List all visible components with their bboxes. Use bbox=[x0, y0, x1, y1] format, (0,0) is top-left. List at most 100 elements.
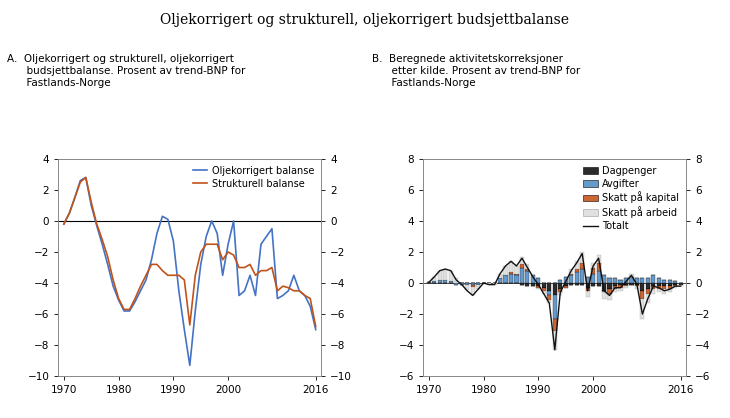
Bar bbox=[515, 275, 518, 283]
Bar bbox=[624, 283, 628, 285]
Strukturell balanse bbox=[120, 307, 128, 312]
Strukturell balanse bbox=[229, 252, 238, 257]
Bar bbox=[443, 269, 447, 280]
Bar bbox=[635, 278, 639, 283]
Strukturell balanse bbox=[137, 284, 145, 289]
Oljekorrigert balanse bbox=[131, 299, 139, 304]
Bar bbox=[618, 285, 623, 288]
Oljekorrigert balanse bbox=[229, 219, 238, 224]
Oljekorrigert balanse bbox=[224, 242, 233, 247]
Bar bbox=[613, 278, 617, 283]
Bar bbox=[531, 274, 535, 275]
Bar bbox=[432, 281, 437, 283]
Bar bbox=[548, 296, 551, 300]
Bar bbox=[498, 278, 502, 283]
Bar bbox=[476, 283, 480, 285]
Bar bbox=[613, 283, 617, 286]
Bar bbox=[520, 268, 524, 283]
Bar bbox=[668, 283, 672, 286]
Bar bbox=[657, 278, 661, 283]
Bar bbox=[564, 277, 568, 283]
Bar bbox=[607, 294, 612, 300]
Bar bbox=[646, 283, 650, 289]
Bar bbox=[487, 283, 491, 285]
Bar bbox=[613, 286, 617, 289]
Bar bbox=[569, 283, 573, 285]
Bar bbox=[662, 280, 666, 283]
Bar bbox=[515, 274, 518, 275]
Oljekorrigert balanse bbox=[295, 288, 304, 293]
Bar bbox=[651, 286, 656, 289]
Bar bbox=[548, 291, 551, 296]
Bar bbox=[564, 286, 568, 288]
Strukturell balanse bbox=[312, 324, 320, 329]
Bar bbox=[596, 283, 601, 286]
Bar bbox=[629, 277, 634, 283]
Strukturell balanse bbox=[262, 268, 271, 273]
Oljekorrigert balanse bbox=[98, 242, 107, 247]
Bar bbox=[580, 283, 584, 285]
Bar bbox=[542, 288, 546, 291]
Bar bbox=[553, 296, 557, 319]
Strukturell balanse bbox=[301, 293, 310, 298]
Bar bbox=[575, 269, 579, 272]
Strukturell balanse bbox=[98, 237, 107, 242]
Strukturell balanse bbox=[235, 265, 244, 270]
Strukturell balanse bbox=[180, 278, 189, 283]
Oljekorrigert balanse bbox=[60, 222, 69, 227]
Bar bbox=[602, 283, 606, 291]
Bar bbox=[596, 263, 601, 270]
Strukturell balanse bbox=[284, 285, 293, 290]
Bar bbox=[520, 257, 524, 265]
Strukturell balanse bbox=[191, 273, 200, 278]
Oljekorrigert balanse bbox=[262, 234, 271, 239]
Bar bbox=[569, 274, 573, 275]
Text: B.  Beregnede aktivitetskorreksjoner
      etter kilde. Prosent av trend-BNP for: B. Beregnede aktivitetskorreksjoner ette… bbox=[372, 54, 580, 87]
Bar bbox=[558, 289, 562, 292]
Bar bbox=[629, 274, 634, 277]
Bar bbox=[618, 288, 623, 291]
Bar bbox=[531, 283, 535, 286]
Bar bbox=[585, 291, 590, 297]
Text: Oljekorrigert og strukturell, oljekorrigert budsjettbalanse: Oljekorrigert og strukturell, oljekorrig… bbox=[161, 13, 569, 26]
Oljekorrigert balanse bbox=[164, 217, 172, 222]
Strukturell balanse bbox=[60, 222, 69, 227]
Bar bbox=[526, 283, 529, 286]
Strukturell balanse bbox=[251, 273, 260, 278]
Line: Strukturell balanse: Strukturell balanse bbox=[64, 178, 316, 326]
Strukturell balanse bbox=[207, 242, 216, 247]
Bar bbox=[607, 278, 612, 283]
Bar bbox=[504, 266, 507, 275]
Bar bbox=[520, 265, 524, 268]
Strukturell balanse bbox=[196, 250, 205, 255]
Oljekorrigert balanse bbox=[185, 363, 194, 368]
Strukturell balanse bbox=[174, 273, 183, 278]
Bar bbox=[427, 282, 431, 283]
Bar bbox=[460, 283, 464, 285]
Bar bbox=[607, 283, 612, 289]
Bar bbox=[569, 275, 573, 283]
Strukturell balanse bbox=[268, 265, 277, 270]
Bar bbox=[657, 283, 661, 286]
Bar bbox=[504, 275, 507, 283]
Bar bbox=[542, 291, 546, 294]
Bar bbox=[640, 283, 645, 291]
Bar bbox=[449, 281, 453, 283]
Oljekorrigert balanse bbox=[301, 293, 310, 298]
Bar bbox=[575, 261, 579, 269]
Oljekorrigert balanse bbox=[207, 219, 216, 224]
Legend: Dagpenger, Avgifter, Skatt på kapital, Skatt på arbeid, Totalt: Dagpenger, Avgifter, Skatt på kapital, S… bbox=[581, 164, 681, 233]
Bar bbox=[591, 263, 595, 268]
Bar bbox=[526, 269, 529, 270]
Bar bbox=[558, 283, 562, 289]
Oljekorrigert balanse bbox=[115, 298, 123, 303]
Bar bbox=[476, 285, 480, 289]
Bar bbox=[646, 289, 650, 294]
Oljekorrigert balanse bbox=[153, 231, 161, 236]
Text: A.  Oljekorrigert og strukturell, oljekorrigert
      budsjettbalanse. Prosent a: A. Oljekorrigert og strukturell, oljekor… bbox=[7, 54, 246, 87]
Bar bbox=[520, 283, 524, 285]
Bar bbox=[454, 283, 458, 285]
Oljekorrigert balanse bbox=[93, 223, 101, 228]
Oljekorrigert balanse bbox=[218, 273, 227, 278]
Oljekorrigert balanse bbox=[71, 195, 80, 200]
